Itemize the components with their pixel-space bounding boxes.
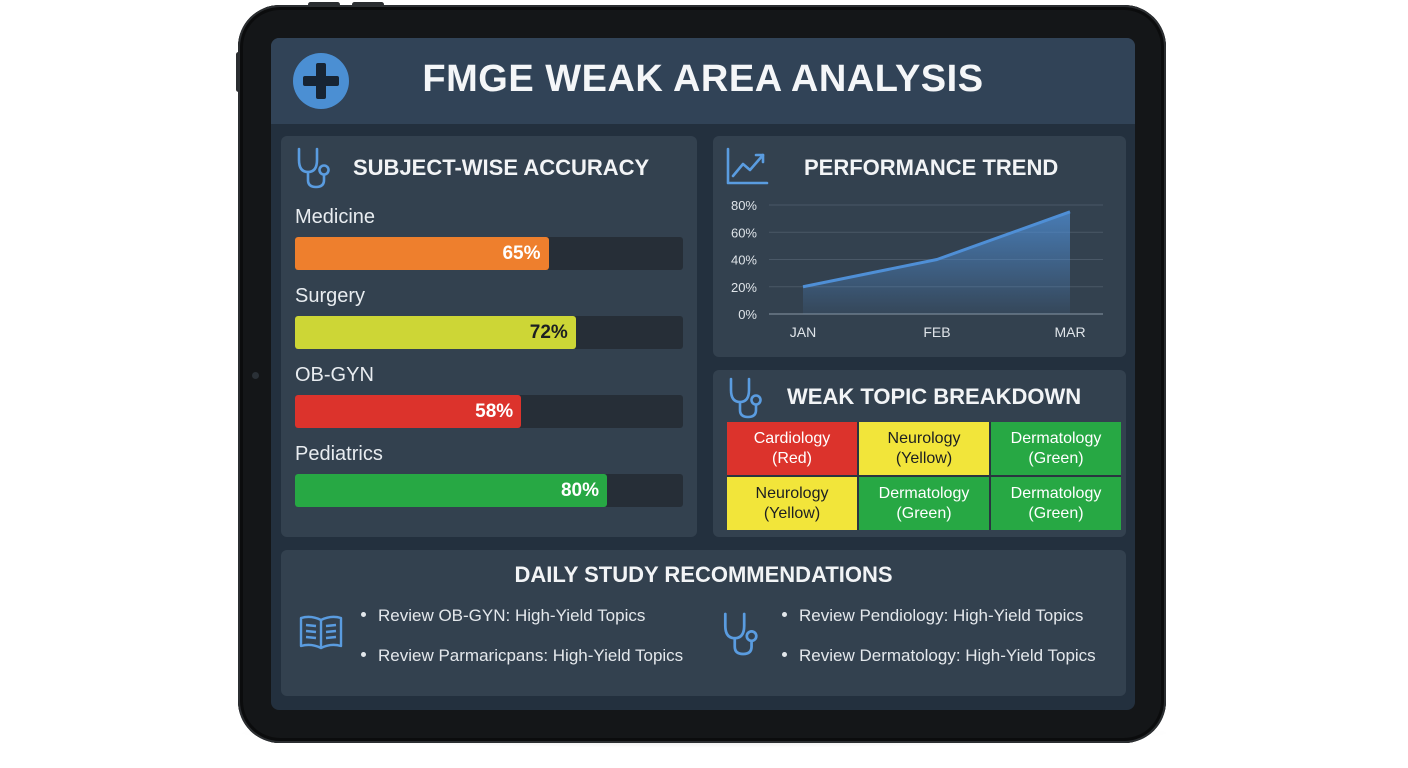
line-chart-icon: [726, 147, 769, 185]
topic-name: Neurology: [887, 429, 961, 447]
stethoscope-icon: [297, 147, 330, 189]
accuracy-value: 80%: [560, 480, 599, 501]
topic-name: Cardiology: [753, 429, 831, 447]
dashboard-screen: FMGE WEAK AREA ANALYSIS SUBJECT-WISE ACC…: [271, 38, 1135, 710]
page-title: FMGE WEAK AREA ANALYSIS: [422, 58, 984, 100]
tablet-camera: [252, 372, 259, 379]
recommendation-item: Review Parmaricpans: High-Yield Topics: [361, 646, 683, 666]
open-book-icon: [299, 615, 343, 650]
accuracy-value: 72%: [529, 322, 568, 343]
weak-topic-title: WEAK TOPIC BREAKDOWN: [787, 384, 1082, 409]
topic-cell: Dermatology (Green): [991, 477, 1121, 530]
tablet-top-button-2: [352, 2, 384, 7]
accuracy-bar-fill: 80%: [295, 474, 607, 507]
subject-accuracy-title: SUBJECT-WISE ACCURACY: [353, 155, 650, 180]
accuracy-bar-fill: 65%: [295, 237, 549, 270]
recommendations-panel: DAILY STUDY RECOMMENDATIONS Review OB-GY…: [281, 550, 1126, 696]
recommendation-item: Review Dermatology: High-Yield Topics: [782, 646, 1096, 666]
app-header: FMGE WEAK AREA ANALYSIS: [271, 38, 1135, 124]
topic-cell: Neurology (Yellow): [727, 477, 857, 530]
weak-topic-grid: Cardiology (Red) Neurology (Yellow) Dermatol…: [727, 422, 1121, 530]
accuracy-bar: 65%: [295, 237, 683, 270]
recommendations-title: DAILY STUDY RECOMMENDATIONS: [514, 562, 893, 587]
topic-cell: Dermatology (Green): [859, 477, 989, 530]
x-tick-label: MAR: [1054, 324, 1085, 340]
topic-name: Dermatology: [1010, 484, 1102, 502]
topic-cell: Dermatology (Green): [991, 422, 1121, 475]
y-tick-label: 80%: [731, 198, 757, 213]
topic-status: (Green): [896, 504, 952, 522]
subject-label: Medicine: [295, 206, 376, 228]
subject-label: Pediatrics: [295, 443, 383, 465]
y-tick-label: 40%: [731, 253, 757, 268]
recommendation-item: Review Pendiology: High-Yield Topics: [782, 606, 1083, 626]
x-tick-label: JAN: [790, 324, 816, 340]
accuracy-bar: 80%: [295, 474, 683, 507]
topic-status: (Yellow): [763, 504, 821, 522]
topic-name: Dermatology: [878, 484, 970, 502]
trend-area: [803, 211, 1070, 314]
stethoscope-icon: [729, 377, 762, 419]
performance-trend-title: PERFORMANCE TREND: [804, 155, 1059, 180]
trend-line: [802, 210, 1071, 289]
stethoscope-icon: [723, 612, 758, 656]
topic-status: (Red): [771, 449, 812, 467]
subject-accuracy-panel: SUBJECT-WISE ACCURACY Medicine 65% Surgery…: [281, 136, 697, 537]
accuracy-bar-fill: 58%: [295, 395, 522, 428]
recommendation-item: Review OB-GYN: High-Yield Topics: [361, 606, 645, 626]
accuracy-bar-fill: 72%: [295, 316, 576, 349]
subject-label: OB-GYN: [295, 364, 374, 386]
topic-cell: Neurology (Yellow): [859, 422, 989, 475]
topic-name: Dermatology: [1010, 429, 1102, 447]
topic-status: (Yellow): [895, 449, 953, 467]
y-tick-label: 20%: [731, 280, 757, 295]
y-tick-label: 0%: [738, 307, 757, 322]
weak-topic-panel: WEAK TOPIC BREAKDOWN Cardiology (Red) Neur…: [713, 370, 1126, 537]
y-tick-label: 60%: [731, 225, 757, 240]
accuracy-value: 58%: [475, 401, 514, 422]
topic-name: Neurology: [755, 484, 829, 502]
accuracy-bar: 72%: [295, 316, 683, 349]
performance-trend-panel: PERFORMANCE TREND 0% 20% 40% 60% 80% JAN FEB MA…: [713, 136, 1126, 357]
accuracy-bar: 58%: [295, 395, 683, 428]
topic-status: (Green): [1028, 449, 1084, 467]
topic-status: (Green): [1028, 504, 1084, 522]
subject-label: Surgery: [295, 285, 366, 307]
topic-cell: Cardiology (Red): [727, 422, 857, 475]
medical-cross-icon: [293, 53, 349, 109]
accuracy-value: 65%: [502, 243, 541, 264]
tablet-top-button-1: [308, 2, 340, 7]
x-tick-label: FEB: [923, 324, 950, 340]
trend-chart: 0% 20% 40% 60% 80% JAN FEB MAR: [731, 198, 1103, 340]
